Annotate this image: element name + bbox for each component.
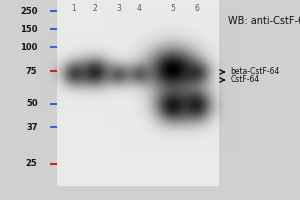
Text: 75: 75 bbox=[26, 66, 38, 75]
Text: beta-CstF-64: beta-CstF-64 bbox=[230, 68, 280, 76]
Text: 37: 37 bbox=[26, 122, 38, 132]
Text: 4: 4 bbox=[137, 4, 142, 13]
Text: 150: 150 bbox=[20, 24, 38, 33]
Text: 25: 25 bbox=[26, 160, 38, 168]
Text: 5: 5 bbox=[170, 4, 175, 13]
Text: 2: 2 bbox=[92, 4, 97, 13]
Text: 3: 3 bbox=[116, 4, 121, 13]
Text: 6: 6 bbox=[194, 4, 199, 13]
Text: CstF-64: CstF-64 bbox=[230, 75, 260, 84]
Text: 50: 50 bbox=[26, 99, 38, 108]
Text: 100: 100 bbox=[20, 43, 38, 51]
Text: WB: anti-CstF-64: WB: anti-CstF-64 bbox=[228, 16, 300, 26]
Text: 250: 250 bbox=[20, 6, 38, 16]
Text: 1: 1 bbox=[71, 4, 76, 13]
